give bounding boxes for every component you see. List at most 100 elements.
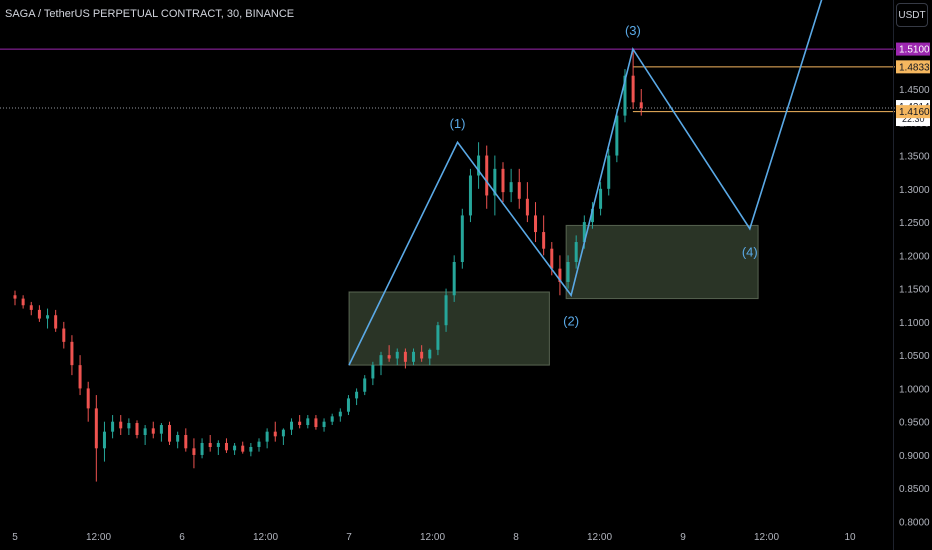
candle-body: [62, 328, 66, 342]
candle-body: [534, 215, 538, 233]
candle-body: [582, 222, 586, 243]
price-axis-label-text: 1.4160: [899, 107, 930, 118]
candle-body: [599, 188, 603, 209]
candle-body: [330, 416, 334, 422]
demand-zone: [565, 224, 759, 300]
y-tick-label: 0.9000: [899, 451, 930, 462]
candle-body: [29, 305, 33, 310]
candle-body: [379, 355, 383, 366]
candle-body: [460, 215, 464, 262]
currency-button[interactable]: USDT: [896, 3, 928, 27]
candle-body: [168, 425, 172, 442]
price-axis-countdown: 22:30: [902, 114, 925, 124]
candle-body: [338, 411, 342, 417]
candle-body: [615, 115, 619, 156]
candle-body: [78, 365, 82, 389]
candle-body: [412, 351, 416, 362]
candle-body: [452, 262, 456, 296]
candle-body: [200, 442, 204, 455]
candle-body: [111, 421, 115, 432]
y-tick-label: 0.8000: [899, 518, 930, 529]
elliott-wave-line: [348, 0, 823, 366]
x-tick-label: 5: [12, 532, 18, 543]
candle-body: [208, 442, 212, 447]
candle-body: [54, 315, 58, 329]
candle-body: [574, 242, 578, 262]
candle-body: [184, 435, 188, 449]
candle-body: [387, 355, 391, 359]
chart-title: SAGA / TetherUS PERPETUAL CONTRACT, 30, …: [5, 8, 295, 20]
candle-body: [306, 418, 310, 426]
y-tick-label: 1.4500: [899, 85, 930, 96]
candle-body: [444, 295, 448, 326]
candle-body: [86, 388, 90, 409]
x-tick-label: 12:00: [587, 532, 612, 543]
candle-body: [623, 75, 627, 116]
candle-body: [517, 182, 521, 199]
candle-body: [257, 441, 261, 447]
price-axis-label: [896, 105, 930, 119]
x-tick-label: 12:00: [420, 532, 445, 543]
candle-body: [550, 248, 554, 269]
y-tick-label: 0.9500: [899, 418, 930, 429]
wave-label: (2): [563, 313, 579, 328]
price-axis-label-text: 1.4833: [899, 62, 930, 73]
price-axis-label: [896, 60, 930, 74]
x-tick-label: 6: [179, 532, 185, 543]
x-tick-label: 12:00: [86, 532, 111, 543]
wave-label: (1): [450, 116, 466, 131]
y-tick-label: 1.1000: [899, 318, 930, 329]
candle-body: [639, 102, 643, 109]
candle-body: [119, 421, 123, 429]
candle-body: [631, 75, 635, 103]
candle-body: [265, 431, 269, 442]
candle-body: [298, 421, 302, 426]
candle-body: [525, 198, 529, 216]
y-tick-label: 0.8500: [899, 484, 930, 495]
candle-body: [468, 175, 472, 216]
x-tick-label: 12:00: [754, 532, 779, 543]
candle-body: [127, 423, 131, 429]
y-tick-label: 1.2500: [899, 218, 930, 229]
x-tick-label: 10: [844, 532, 856, 543]
y-tick-label: 1.2000: [899, 251, 930, 262]
candle-body: [428, 349, 432, 359]
wave-label: (3): [625, 23, 641, 38]
demand-zone: [348, 291, 550, 366]
candle-body: [176, 435, 180, 442]
y-tick-label: 1.3000: [899, 185, 930, 196]
candle-body: [395, 351, 399, 359]
candle-body: [192, 448, 196, 455]
x-tick-label: 12:00: [253, 532, 278, 543]
candle-body: [542, 232, 546, 249]
candle-body: [281, 429, 285, 437]
y-tick-label: 1.1500: [899, 285, 930, 296]
candle-body: [273, 431, 277, 437]
candle-body: [216, 442, 220, 447]
candle-body: [314, 418, 318, 428]
candle-body: [322, 421, 326, 428]
candle-body: [241, 445, 245, 452]
x-tick-label: 8: [513, 532, 519, 543]
candle-body: [363, 378, 367, 392]
candle-body: [558, 268, 562, 282]
candle-body: [70, 341, 74, 366]
candle-body: [436, 325, 440, 350]
y-tick-label: 1.3500: [899, 152, 930, 163]
candle-body: [477, 155, 481, 176]
candle-body: [607, 155, 611, 189]
candle-body: [135, 423, 139, 435]
candle-body: [355, 391, 359, 399]
price-axis-label-text: 1.5100: [899, 45, 930, 56]
candle-body: [233, 445, 237, 451]
candle-body: [485, 155, 489, 196]
candle-body: [346, 398, 350, 412]
candle-body: [21, 298, 25, 306]
candle-body: [493, 168, 497, 196]
candle-body: [249, 446, 253, 452]
candle-body: [151, 428, 155, 434]
price-axis-label: [896, 42, 930, 56]
candle-body: [509, 182, 513, 193]
y-tick-label: 1.0000: [899, 384, 930, 395]
